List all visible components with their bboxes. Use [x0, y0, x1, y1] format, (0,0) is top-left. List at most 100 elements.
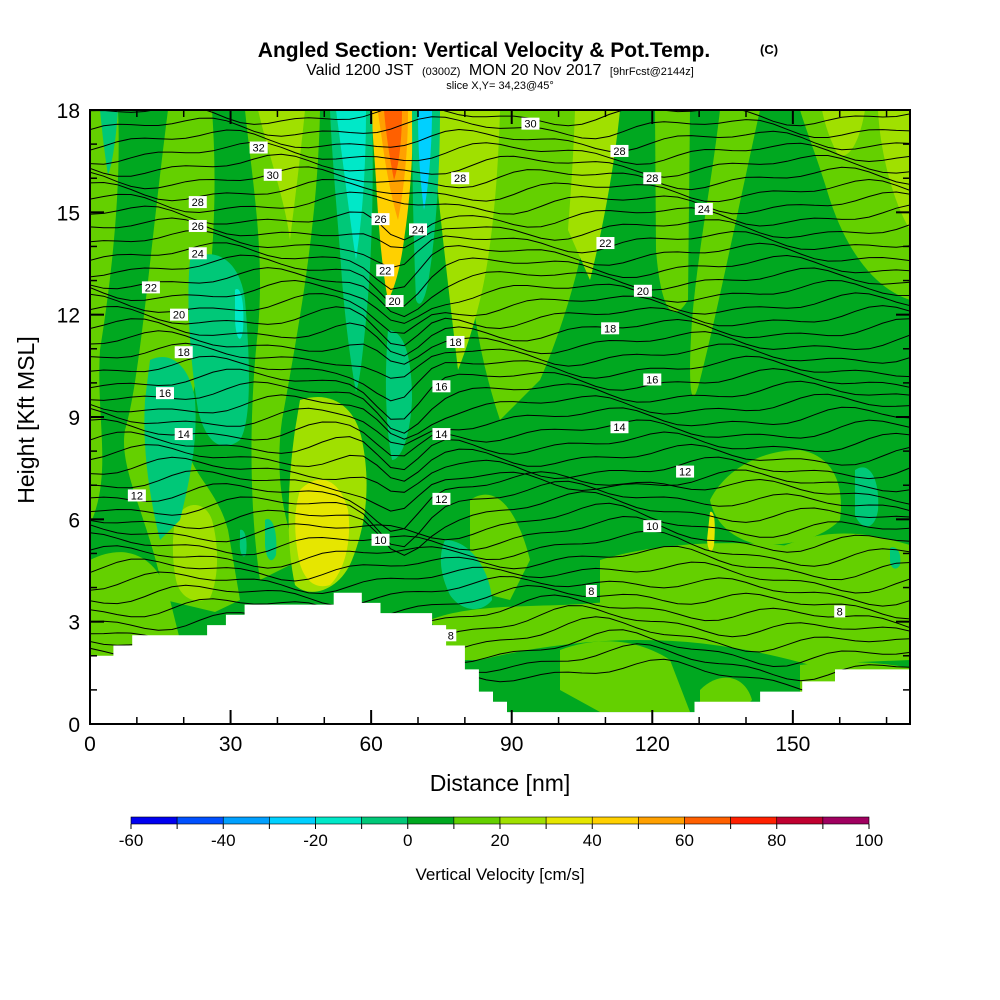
theta-contour-label: 28: [188, 196, 207, 209]
theta-contour-label: 30: [263, 168, 282, 182]
contour-label-text: 16: [435, 381, 447, 393]
contour-label-bg: [610, 144, 629, 157]
theta-contour: [90, 456, 910, 493]
contour-label-text: 20: [388, 296, 400, 308]
contour-label-text: 20: [173, 310, 185, 322]
theta-contour-label: 28: [451, 172, 470, 185]
contour-label-text: 8: [837, 606, 843, 618]
contour-label-text: 16: [646, 374, 658, 386]
theta-contour-label: 12: [432, 492, 451, 506]
chart-title-block: Angled Section: Vertical Velocity & Pot.…: [258, 39, 778, 92]
colorbar: -60 -40 -20 0 20 40 60 80 100: [119, 816, 883, 850]
theta-contour-label: 22: [141, 281, 160, 294]
contour-label-bg: [371, 533, 390, 546]
theta-contour: [90, 380, 910, 434]
contour-label-bg: [633, 284, 652, 297]
theta-contour: [90, 279, 910, 324]
contour-label-text: 14: [613, 422, 625, 434]
contour-label-text: 20: [637, 286, 649, 298]
vv-negative-area: [239, 529, 247, 557]
theta-contour-lines: [90, 110, 910, 696]
vv-positive-area: [245, 110, 320, 580]
theta-contour-label: 20: [385, 295, 404, 308]
contour-label-text: 24: [698, 204, 710, 216]
theta-contour: [90, 491, 910, 556]
theta-contour-label: 8: [585, 584, 597, 598]
colorbar-tick-label: 100: [855, 831, 883, 850]
theta-contour: [90, 141, 910, 165]
colorbar-swatch: [638, 816, 685, 825]
contour-label-bg: [643, 373, 662, 386]
contour-label-bg: [596, 237, 615, 250]
contour-label-bg: [585, 584, 597, 597]
contour-label-text: 28: [454, 173, 466, 185]
vv-updraft-core: [384, 110, 402, 180]
contour-label-bg: [445, 629, 457, 642]
theta-contour-label: 8: [445, 629, 457, 642]
contour-label-bg: [127, 489, 146, 502]
theta-contour: [90, 575, 910, 607]
theta-contour: [90, 406, 910, 446]
theta-contour: [90, 545, 910, 582]
theta-contour-label: 12: [127, 489, 146, 502]
contour-label-text: 22: [599, 238, 611, 250]
contour-label-bg: [371, 213, 390, 226]
plot-content: 8 8 8 10 10 12 12 12 14 14 14 16 16 16 18 18 18 20 20 20 22 2…: [90, 110, 910, 724]
vv-updraft-core: [295, 479, 350, 587]
colorbar-tick-label: 0: [403, 831, 412, 850]
contour-label-bg: [610, 421, 629, 434]
contour-label-bg: [446, 335, 465, 348]
theta-contour: [90, 393, 910, 440]
theta-contour-labels: 8 8 8 10 10 12 12 12 14 14 14 16 16 16 18 18 18 20 20 20 22 2…: [127, 117, 846, 642]
theta-contour-label: 24: [409, 223, 427, 236]
colorbar-swatch: [499, 816, 547, 825]
theta-contour-label: 8: [834, 605, 846, 618]
theta-contour-label: 32: [249, 141, 268, 155]
contour-label-text: 30: [267, 170, 279, 182]
theta-contour-label: 24: [188, 247, 207, 260]
colorbar-tick-label: -40: [211, 831, 236, 850]
contour-label-text: 12: [679, 467, 691, 479]
theta-contour-label: 16: [643, 373, 662, 386]
theta-contour: [90, 166, 910, 191]
theta-contour: [90, 330, 910, 365]
theta-contour: [90, 128, 910, 152]
theta-contour-label: 12: [676, 465, 695, 479]
colorbar-swatch: [407, 816, 455, 825]
theta-contour: [90, 443, 910, 482]
contour-label-bg: [188, 219, 207, 232]
theta-contour: [90, 530, 910, 569]
vv-positive-area: [878, 110, 910, 230]
vv-positive-area: [710, 450, 841, 545]
contour-label-bg: [170, 308, 189, 321]
theta-contour: [90, 110, 910, 127]
contour-label-text: 10: [646, 521, 658, 533]
x-tick-label: 90: [500, 733, 523, 756]
theta-contour: [90, 254, 910, 307]
contour-label-bg: [694, 202, 713, 215]
colorbar-swatch: [453, 816, 501, 825]
contour-label-bg: [601, 322, 620, 335]
contour-label-text: 14: [178, 429, 190, 441]
vv-negative-area: [336, 110, 366, 260]
contour-label-bg: [432, 380, 451, 393]
theta-contour: [90, 242, 910, 290]
valid-date: MON 20 Nov 2017: [469, 62, 602, 79]
x-tick-label: 120: [635, 733, 670, 756]
theta-contour-label: 18: [601, 322, 620, 335]
theta-contour-label: 30: [521, 117, 540, 131]
contour-label-bg: [174, 428, 193, 441]
theta-contour: [90, 594, 910, 631]
contour-label-text: 30: [524, 119, 536, 131]
terrain-mask: [90, 592, 910, 724]
contour-label-text: 8: [448, 630, 454, 642]
contour-label-text: 26: [374, 214, 386, 226]
y-axis-ticks: 0 3 6 9 12 15 18: [57, 100, 910, 737]
valid-time: Valid 1200 JST: [306, 62, 414, 79]
vv-positive-area: [568, 110, 620, 280]
contour-label-bg: [409, 223, 427, 236]
contour-label-text: 22: [379, 265, 391, 277]
contour-label-bg: [385, 295, 404, 308]
colorbar-tick-label: -60: [119, 831, 144, 850]
